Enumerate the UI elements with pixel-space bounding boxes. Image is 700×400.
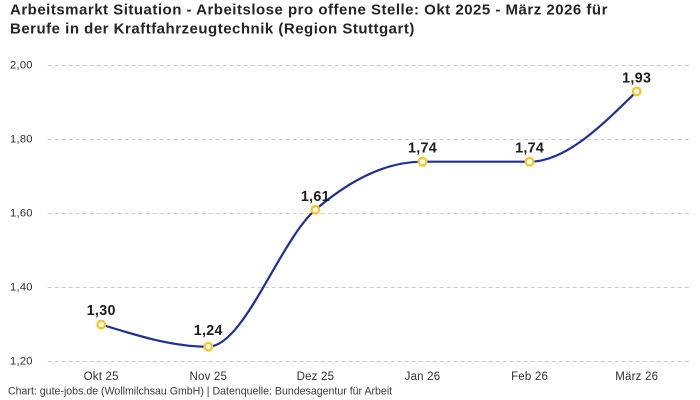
svg-text:1,20: 1,20 xyxy=(10,356,33,368)
svg-text:1,60: 1,60 xyxy=(10,208,33,220)
svg-text:1,74: 1,74 xyxy=(515,140,544,156)
svg-text:Dez 25: Dez 25 xyxy=(297,371,335,383)
svg-text:Jan 26: Jan 26 xyxy=(405,371,441,383)
svg-text:1,80: 1,80 xyxy=(10,134,33,146)
svg-text:Arbeitsmarkt Situation - Arbei: Arbeitsmarkt Situation - Arbeitslose pro… xyxy=(10,2,608,19)
svg-text:März 26: März 26 xyxy=(615,371,658,383)
svg-text:Feb 26: Feb 26 xyxy=(511,371,548,383)
svg-text:1,24: 1,24 xyxy=(194,323,223,339)
svg-text:Nov 25: Nov 25 xyxy=(189,371,227,383)
svg-text:1,93: 1,93 xyxy=(622,71,651,87)
svg-text:Chart: gute-jobs.de (Wollmilch: Chart: gute-jobs.de (Wollmilchsau GmbH) … xyxy=(8,385,392,397)
svg-text:2,00: 2,00 xyxy=(10,60,33,72)
svg-text:1,74: 1,74 xyxy=(408,140,437,156)
svg-text:1,30: 1,30 xyxy=(87,303,116,319)
svg-text:1,40: 1,40 xyxy=(10,282,33,294)
svg-text:1,61: 1,61 xyxy=(301,189,330,205)
svg-text:Berufe in der Kraftfahrzeugtec: Berufe in der Kraftfahrzeugtechnik (Regi… xyxy=(10,21,415,38)
svg-text:Okt 25: Okt 25 xyxy=(84,371,119,383)
